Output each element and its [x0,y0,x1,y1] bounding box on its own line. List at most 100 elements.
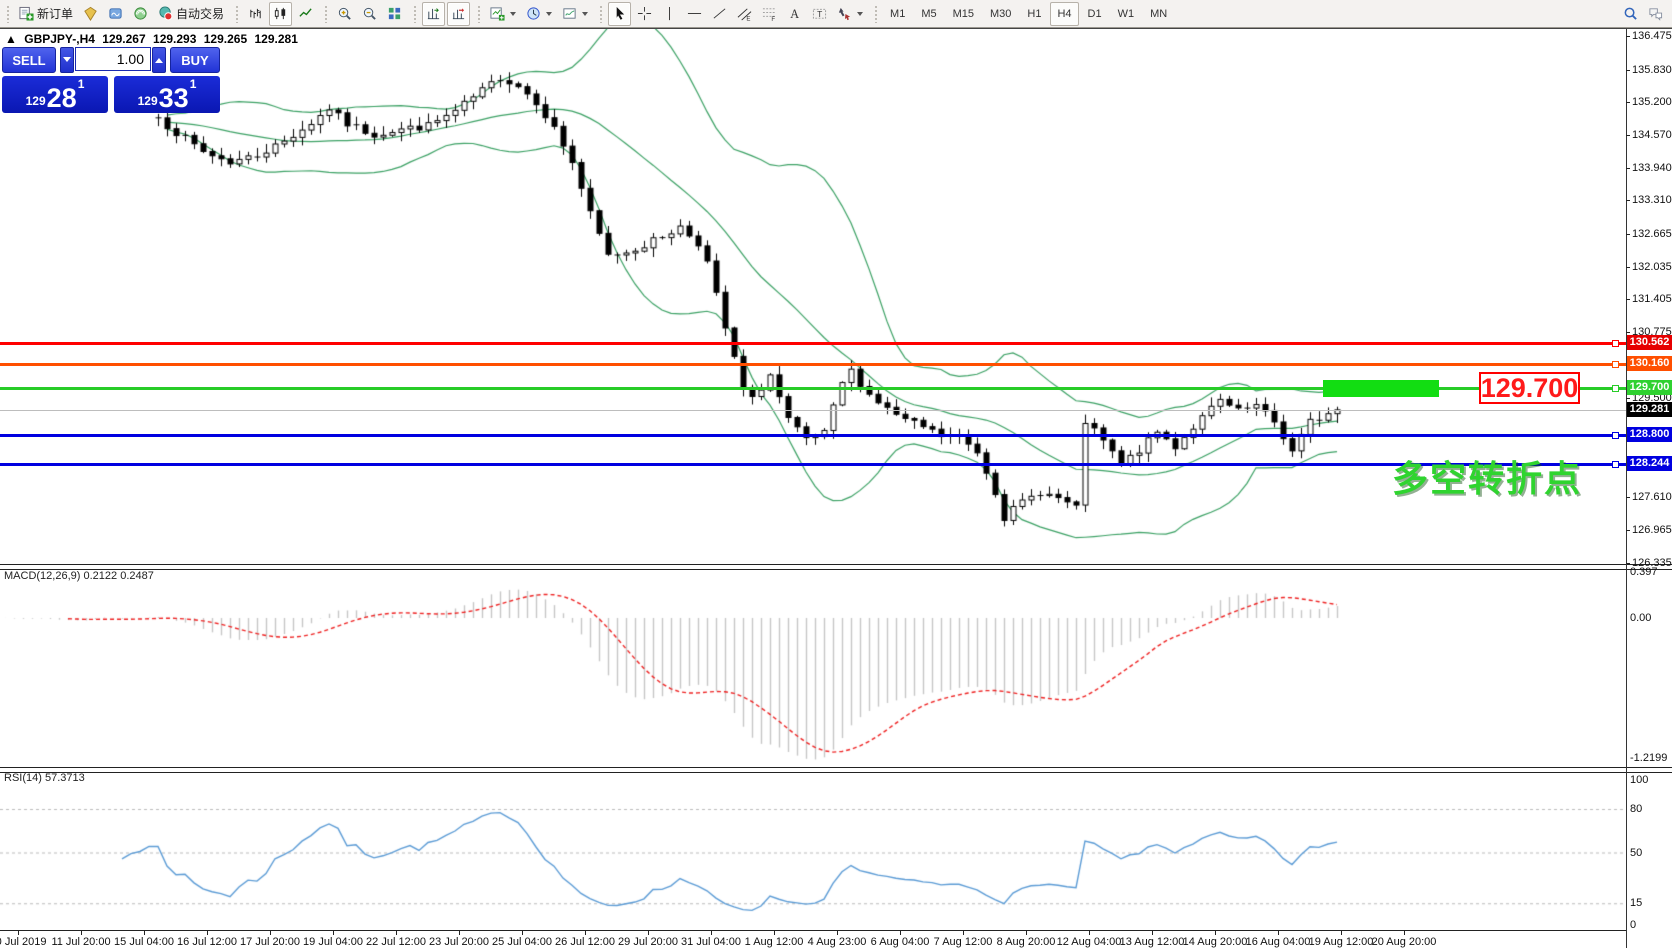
support-line-128800-handle[interactable] [1612,431,1619,439]
auto-trading-button[interactable]: 自动交易 [154,2,228,26]
macd-canvas[interactable] [0,569,1626,765]
sell-price-box[interactable]: 129 28 1 [2,76,108,113]
bar-chart-button[interactable] [244,2,267,26]
sell-price-pipette: 1 [77,77,85,91]
signals-button[interactable] [129,2,152,26]
price-chart-canvas[interactable] [0,29,1626,564]
support-line-128244-handle[interactable] [1612,460,1619,468]
zoom-in-button[interactable] [333,2,356,26]
time-axis-tick-mark [81,931,82,935]
sell-button[interactable]: SELL [2,47,56,73]
market-button[interactable] [104,2,127,26]
axis-tick-mark [1626,562,1630,564]
tile-icon [388,7,401,20]
support-line-128800[interactable] [0,433,1626,437]
vertical-line-button[interactable] [658,2,681,26]
fibonacci-button[interactable]: F [758,2,781,26]
periods-icon [527,7,540,20]
equidistant-channel-button[interactable]: E [733,2,756,26]
time-axis-label: 26 Jul 12:00 [555,936,615,948]
price-label-130562: 130.562 [1627,335,1672,351]
macd-axis-tick: 0.00 [1630,612,1652,624]
candlestick-chart-button[interactable] [269,1,293,26]
buy-price-box[interactable]: 129 33 1 [114,76,220,113]
time-axis-tick-mark [837,931,838,935]
line-chart-button[interactable] [294,2,317,26]
timeframe-m30-button[interactable]: M30 [990,7,1012,20]
key-level-line-129700-handle[interactable] [1612,385,1619,393]
timeframe-d1-button[interactable]: D1 [1087,7,1102,20]
support-line-128244[interactable] [0,462,1626,466]
arrows-button[interactable] [833,2,867,26]
panel-splitter-macd[interactable] [0,564,1672,570]
resistance-line-130160-handle[interactable] [1612,361,1619,369]
text-icon: A [790,7,799,21]
timeframe-mn-button[interactable]: MN [1150,7,1168,20]
timeframe-h4-button[interactable]: H4 [1050,1,1079,26]
timeframe-m5-button[interactable]: M5 [921,7,937,20]
tile-windows-button[interactable] [383,2,406,26]
time-axis-label: 10 Jul 2019 [0,936,47,948]
time-axis-tick-mark [1215,931,1216,935]
time-axis-label: 1 Aug 12:00 [744,936,804,948]
indicators-button[interactable] [486,2,520,26]
price-axis-tick: 134.570 [1632,129,1672,141]
price-label-130160: 130.160 [1627,356,1672,372]
trendline-button[interactable] [708,2,731,26]
volume-input[interactable] [75,47,151,71]
auto-scroll-button[interactable] [447,1,471,26]
ohlc-close: 129.281 [254,32,298,46]
turning-point-annotation[interactable]: 多空转折点 [1392,458,1583,499]
dropdown-arrow-icon[interactable] [510,12,517,19]
timeframe-m15-button[interactable]: M15 [952,7,974,20]
cursor-icon [616,6,625,20]
toolbar-group-separator [6,4,10,23]
axis-tick-mark [1626,496,1630,498]
zoom-out-button[interactable] [358,2,381,26]
timeframe-h1-button[interactable]: H1 [1027,7,1042,20]
crosshair-button[interactable] [633,2,656,26]
time-axis-label: 14 Aug 20:00 [1182,936,1248,948]
time-axis-tick-mark [711,931,712,935]
fibo-icon: F [762,8,777,21]
panel-collapse-icon[interactable]: ▲ [5,32,17,46]
key-level-line-129700[interactable] [0,387,1626,391]
horizontal-line-button[interactable] [683,2,706,26]
metaeditor-button[interactable] [79,2,102,26]
macd-signal-value: 0.2487 [120,570,154,582]
text-label-button[interactable]: T [808,2,831,26]
price-axis-tick: 129.500 [1632,392,1672,405]
axis-tick-mark [1626,332,1630,334]
dropdown-arrow-icon[interactable] [546,12,553,19]
search-icon-button[interactable] [1619,2,1642,26]
text-button[interactable]: A [783,2,806,26]
volume-increase-button[interactable] [152,47,166,73]
resistance-line-130562[interactable] [0,342,1626,346]
timeframe-m1-button[interactable]: M1 [890,7,906,20]
price-axis-tick: 136.475 [1632,30,1672,42]
time-axis-label: 13 Aug 12:00 [1119,936,1185,948]
templates-button[interactable] [558,2,592,26]
rsi-canvas[interactable] [0,772,1626,929]
dropdown-arrow-icon[interactable] [582,12,589,19]
dropdown-arrow-icon[interactable] [857,12,864,19]
resistance-line-130562-handle[interactable] [1612,340,1619,348]
new-order-button[interactable]: 新订单 [15,2,77,26]
price-callout-129700[interactable]: 129.700 [1479,372,1580,404]
time-axis-tick-mark [585,931,586,935]
chart-shift-button[interactable] [422,1,446,26]
timeframe-w1-button[interactable]: W1 [1117,7,1135,20]
cursor-button[interactable] [608,1,632,26]
current-price-line[interactable] [0,409,1626,411]
panel-splitter-rsi[interactable] [0,767,1672,773]
toolbar: 新订单 自动交易 E F A T M1 M5 M15 M30 H1 H4 D1 W1 MN [0,0,1672,28]
volume-decrease-button[interactable] [60,47,74,73]
resistance-line-130160[interactable] [0,363,1626,367]
community-chat-button[interactable] [1644,2,1667,26]
time-axis-tick-mark [774,931,775,935]
buy-button[interactable]: BUY [170,47,220,73]
green-rectangle-object[interactable] [1323,380,1439,397]
periods-button[interactable] [522,2,556,26]
